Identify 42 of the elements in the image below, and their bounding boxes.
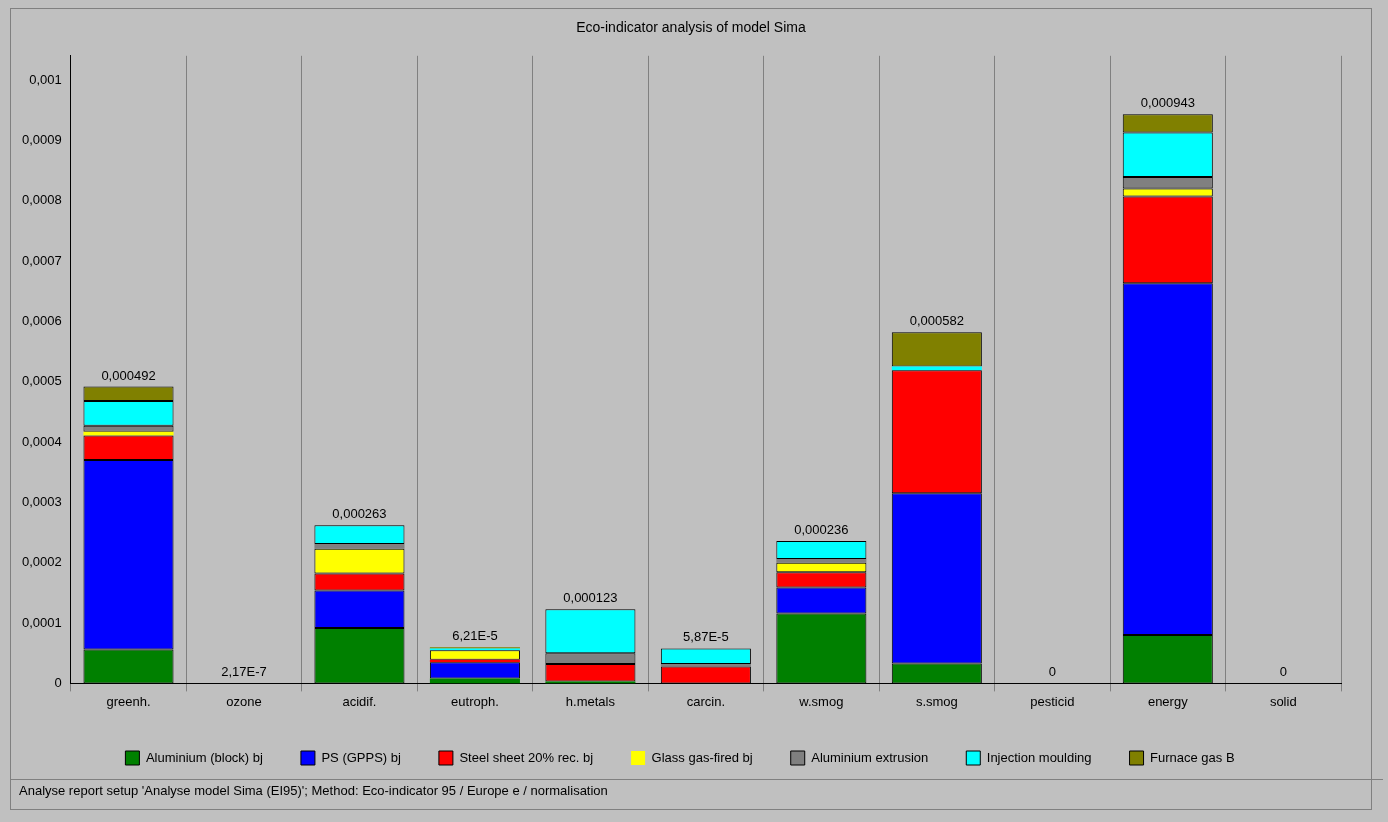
y-tick-label: 0,001: [29, 71, 62, 87]
legend-label: Injection moulding: [986, 749, 1092, 765]
total-label: 0,000236: [794, 522, 849, 538]
y-tick-label: 0,0002: [22, 554, 62, 570]
total-label: 0,000582: [909, 313, 964, 329]
x-tick-label: greenh.: [106, 693, 151, 709]
legend-label: Aluminium extrusion: [811, 749, 929, 765]
y-tick-label: 0,0008: [22, 192, 62, 208]
y-tick-label: 0,0003: [22, 493, 62, 509]
total-label: 0,000943: [1140, 95, 1195, 111]
legend-label: Aluminium (block) bj: [145, 749, 264, 765]
total-label: 2,17E-7: [221, 664, 267, 680]
total-label: 0: [1048, 664, 1056, 680]
y-tick-label: 0,0005: [22, 373, 62, 389]
y-tick-label: 0,0009: [22, 131, 62, 147]
x-tick-label: ozone: [226, 693, 262, 709]
total-label: 6,21E-5: [452, 628, 498, 644]
text: Analyse report setup 'Analyse model Sima (EI95)'; Method: Eco-indicator 95 / Europe e / normalisation: [19, 783, 609, 798]
x-tick-label: energy: [1147, 693, 1189, 709]
y-tick-label: 0,0007: [22, 252, 62, 268]
legend-label: Glass gas-fired bj: [651, 749, 753, 765]
x-tick-label: w.smog: [798, 693, 844, 709]
legend-label: Furnace gas B: [1150, 749, 1235, 765]
x-tick-label: eutroph.: [451, 693, 499, 709]
total-label: 0: [1279, 664, 1287, 680]
x-tick-label: h.metals: [565, 693, 616, 709]
total-label: 0,000263: [332, 506, 387, 522]
y-tick-label: 0,0006: [22, 312, 62, 328]
y-tick-label: 0,0004: [22, 433, 62, 449]
total-label: 0,000123: [563, 590, 618, 606]
x-tick-label: s.smog: [915, 693, 958, 709]
legend-label: Steel sheet 20% rec. bj: [459, 749, 594, 765]
total-label: 5,87E-5: [683, 629, 729, 645]
x-tick-label: acidif.: [342, 693, 377, 709]
x-tick-label: pesticid: [1030, 693, 1075, 709]
chart-title: Eco-indicator analysis of model Sima: [575, 19, 807, 35]
total-label: 0,000492: [101, 367, 156, 383]
x-tick-label: solid: [1269, 693, 1297, 709]
y-tick-label: 0,0001: [22, 614, 62, 630]
x-tick-label: carcin.: [686, 693, 726, 709]
legend-label: PS (GPPS) bj: [321, 749, 401, 765]
y-tick-label: 0: [54, 674, 62, 690]
